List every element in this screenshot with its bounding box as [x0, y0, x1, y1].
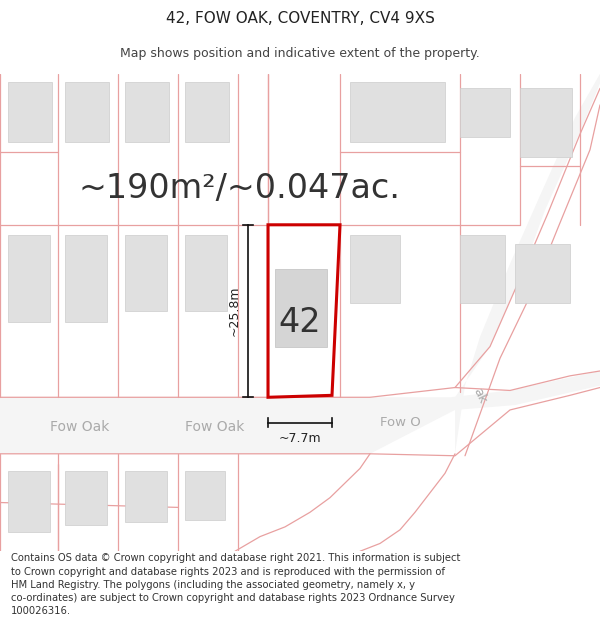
- Bar: [185, 81, 229, 142]
- Polygon shape: [0, 398, 370, 454]
- Text: Map shows position and indicative extent of the property.: Map shows position and indicative extent…: [120, 47, 480, 59]
- Text: Contains OS data © Crown copyright and database right 2021. This information is : Contains OS data © Crown copyright and d…: [11, 553, 460, 616]
- Bar: [8, 471, 50, 532]
- Text: Fow Oak: Fow Oak: [50, 419, 110, 434]
- Bar: [8, 81, 52, 142]
- Bar: [185, 471, 225, 520]
- Bar: [125, 471, 167, 522]
- Bar: [460, 234, 505, 302]
- Bar: [65, 81, 109, 142]
- Bar: [275, 269, 327, 347]
- Text: 42, FOW OAK, COVENTRY, CV4 9XS: 42, FOW OAK, COVENTRY, CV4 9XS: [166, 11, 434, 26]
- Bar: [350, 234, 400, 302]
- Text: ak: ak: [471, 386, 489, 405]
- Bar: [460, 88, 510, 137]
- Bar: [65, 471, 107, 525]
- Polygon shape: [455, 74, 600, 454]
- Bar: [520, 88, 572, 157]
- Bar: [350, 81, 445, 142]
- Bar: [8, 234, 50, 322]
- Text: ~25.8m: ~25.8m: [227, 286, 241, 336]
- Text: Fow Oak: Fow Oak: [185, 419, 245, 434]
- Bar: [185, 234, 227, 311]
- Bar: [65, 234, 107, 322]
- Bar: [515, 244, 570, 302]
- Text: ~7.7m: ~7.7m: [278, 432, 322, 445]
- Text: 42: 42: [278, 306, 322, 339]
- Polygon shape: [370, 371, 600, 454]
- Text: ~190m²/~0.047ac.: ~190m²/~0.047ac.: [79, 173, 401, 205]
- Bar: [125, 234, 167, 311]
- Bar: [125, 81, 169, 142]
- Text: Fow O: Fow O: [380, 416, 421, 429]
